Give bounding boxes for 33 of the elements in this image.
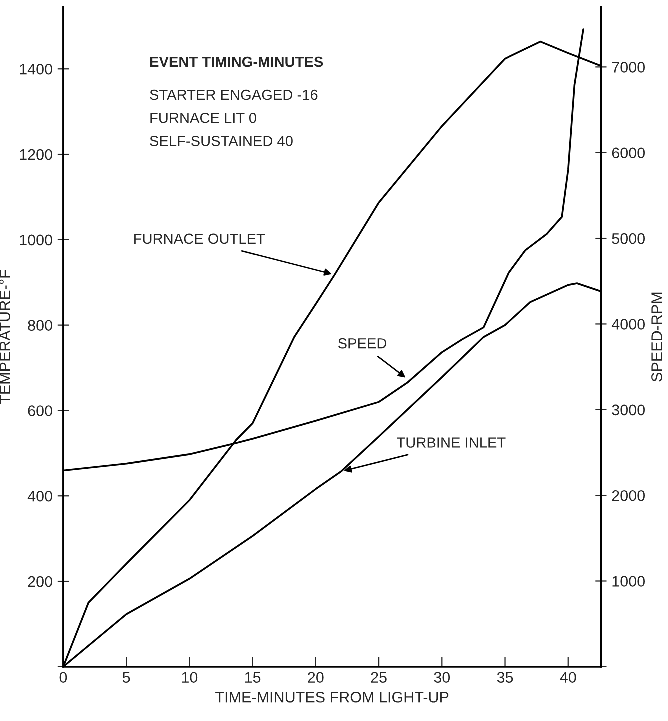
x-tick-label: 10	[182, 672, 198, 684]
x-axis-title: TIME-MINUTES FROM LIGHT-UP	[216, 692, 449, 703]
x-tick-label: 30	[434, 672, 450, 684]
annotation: EVENT TIMING-MINUTES	[150, 56, 324, 68]
annotation: SELF-SUSTAINED 40	[150, 136, 293, 146]
y2-axis-title: SPEED-RPM	[652, 292, 662, 382]
y-tick-label: 400	[28, 490, 52, 502]
x-tick-label: 5	[122, 672, 130, 684]
y2-tick-label: 6000	[612, 148, 646, 159]
annotation: FURNACE OUTLET	[134, 234, 266, 244]
annotation: STARTER ENGAGED -16	[150, 90, 318, 100]
y2-tick-label: 1000	[612, 576, 646, 587]
y2-tick-label: 4000	[612, 319, 646, 330]
annotation: SPEED	[338, 338, 387, 349]
x-tick-label: 20	[308, 672, 324, 684]
x-tick-label: 0	[60, 672, 68, 684]
y-tick-label: 1400	[20, 64, 52, 75]
x-tick-label: 35	[497, 672, 514, 684]
y2-tick-label: 5000	[612, 233, 646, 244]
y2-tick-label: 3000	[612, 404, 646, 416]
y-axis-title: TEMPERATURE-°F	[0, 270, 10, 404]
y-tick-label: 1000	[20, 234, 52, 246]
y-tick-label: 200	[28, 576, 52, 588]
y-tick-label: 800	[28, 320, 52, 332]
x-tick-label: 25	[371, 672, 387, 684]
y-tick-label: 600	[28, 406, 52, 416]
y-tick-label: 1200	[20, 149, 52, 160]
annotation: FURNACE LIT 0	[150, 112, 256, 124]
y2-tick-label: 7000	[612, 62, 646, 73]
x-tick-label: 40	[560, 672, 576, 684]
annotation: TURBINE INLET	[397, 438, 506, 448]
x-tick-label: 15	[245, 672, 261, 684]
y2-tick-label: 2000	[612, 490, 646, 502]
